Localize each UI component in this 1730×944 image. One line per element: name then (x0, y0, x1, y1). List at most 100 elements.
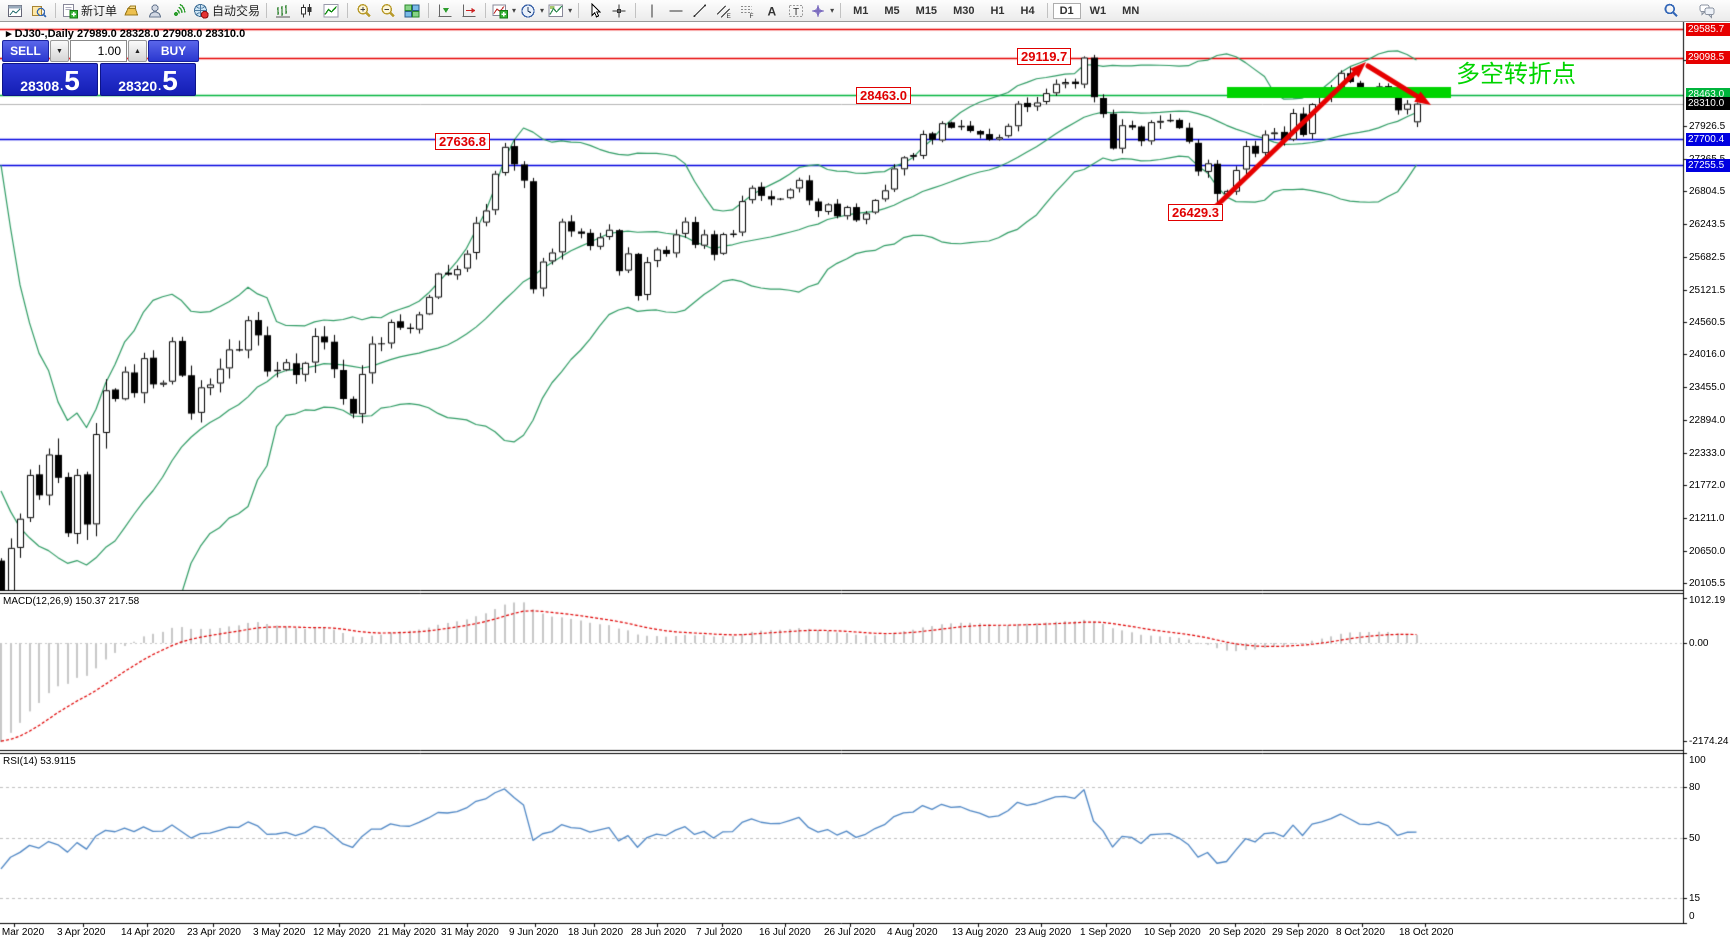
search-button[interactable] (1659, 1, 1683, 20)
symbol-marker-icon: ▸ (6, 28, 12, 40)
sell-button[interactable]: SELL (2, 40, 49, 62)
price-annotation-label[interactable]: 28463.0 (856, 87, 911, 104)
price-axis-tick: 21211.0 (1689, 513, 1725, 525)
one-click-trading-panel: SELL ▼ ▲ BUY 28308.5 28320.5 (2, 40, 199, 96)
volume-increase-button[interactable]: ▲ (128, 40, 147, 62)
tile-windows-icon (404, 3, 420, 19)
timeframe-M15[interactable]: M15 (915, 4, 938, 17)
chart-shift-icon (461, 3, 477, 19)
timeframe-M1[interactable]: M1 (853, 4, 869, 17)
buy-price-box[interactable]: 28320. 5 (100, 63, 196, 96)
chart-shift-button[interactable] (457, 1, 481, 20)
chart-window-icon (7, 3, 23, 19)
ingot-icon (123, 3, 139, 19)
timeframe-M5[interactable]: M5 (884, 4, 900, 17)
price-annotation-label[interactable]: 26429.3 (1168, 204, 1223, 221)
zoom-out-button[interactable] (376, 1, 400, 20)
date-label: 29 Sep 2020 (1272, 927, 1329, 938)
crosshair-button[interactable] (607, 1, 631, 20)
price-annotation-label[interactable]: 29119.7 (1017, 48, 1072, 65)
macd-axis-tick: -2174.24 (1689, 735, 1729, 747)
new-order-button[interactable]: 新订单 (60, 1, 119, 20)
svg-text:E: E (727, 13, 732, 19)
trendline-button[interactable] (688, 1, 712, 20)
chevron-down-icon[interactable]: ▾ (568, 6, 573, 15)
arrows-button[interactable]: ▾ (808, 1, 836, 20)
bar-chart-button[interactable] (271, 1, 295, 20)
price-axis-tick: 20105.5 (1689, 577, 1726, 589)
date-label: 14 Apr 2020 (121, 927, 175, 938)
date-label: 16 Jul 2020 (759, 927, 811, 938)
price-axis-tick: 26243.5 (1689, 219, 1726, 231)
buy-price-main: 28320 (118, 78, 158, 94)
chevron-down-icon[interactable]: ▾ (830, 6, 835, 15)
line-chart-icon (323, 3, 339, 19)
auto-scroll-button[interactable] (433, 1, 457, 20)
signals-button[interactable] (167, 1, 191, 20)
timeframe-H1[interactable]: H1 (990, 4, 1005, 17)
line-chart-button[interactable] (319, 1, 343, 20)
zoom-in-button[interactable] (352, 1, 376, 20)
date-label: 31 May 2020 (441, 927, 499, 938)
timeframe-H4[interactable]: H4 (1020, 4, 1035, 17)
accounts-button[interactable] (143, 1, 167, 20)
timeframe-D1[interactable]: D1 (1052, 2, 1081, 19)
rsi-axis-tick: 100 (1689, 755, 1706, 766)
channel-icon: E (716, 3, 732, 19)
volume-decrease-button[interactable]: ▼ (50, 40, 69, 62)
chat-icon (1699, 3, 1715, 19)
date-label: 18 Jun 2020 (568, 927, 624, 938)
volume-input[interactable] (70, 40, 127, 62)
sell-price-box[interactable]: 28308. 5 (2, 63, 98, 96)
cursor-button[interactable] (583, 1, 607, 20)
candle-chart-icon (299, 3, 315, 19)
chevron-down-icon[interactable]: ▾ (540, 6, 545, 15)
indicators-button[interactable]: ▾ (490, 1, 518, 20)
rsi-axis-tick: 15 (1689, 892, 1701, 904)
chevron-down-icon[interactable]: ▾ (512, 6, 517, 15)
price-annotation-label[interactable]: 27636.8 (435, 133, 490, 150)
market-watch-button[interactable] (27, 1, 51, 20)
date-label: 18 Oct 2020 (1399, 927, 1454, 938)
date-label: 10 Sep 2020 (1144, 927, 1201, 938)
toolbar-separator (578, 3, 580, 18)
text-label-button[interactable]: T (784, 1, 808, 20)
autotrading-button[interactable]: 自动交易 (191, 1, 262, 20)
rsi-axis-tick: 80 (1689, 782, 1701, 793)
new-chart-button[interactable] (3, 1, 27, 20)
candlestick-chart-button[interactable] (295, 1, 319, 20)
macd-indicator-label: MACD(12,26,9) 150.37 217.58 (3, 596, 140, 607)
date-label: 9 Jun 2020 (509, 927, 559, 938)
periods-button[interactable]: ▾ (518, 1, 546, 20)
price-axis-tick: 21772.0 (1689, 480, 1726, 492)
fibonacci-icon: F (740, 3, 756, 19)
svg-text:T: T (793, 7, 799, 18)
signals-icon (171, 3, 187, 19)
price-axis-badge: 27700.4 (1686, 132, 1730, 146)
deposit-button[interactable] (119, 1, 143, 20)
toolbar-separator (1046, 3, 1048, 18)
price-axis-tick: 23455.0 (1689, 382, 1726, 394)
date-label: 3 Apr 2020 (57, 927, 106, 938)
text-button[interactable]: A (760, 1, 784, 20)
buy-button[interactable]: BUY (148, 40, 199, 62)
equidistant-channel-button[interactable]: E (712, 1, 736, 20)
fibonacci-button[interactable]: F (736, 1, 760, 20)
timeframe-W1[interactable]: W1 (1089, 4, 1107, 17)
timeframe-MN[interactable]: MN (1122, 4, 1140, 17)
templates-button[interactable]: ▾ (546, 1, 574, 20)
price-axis-tick: 22333.0 (1689, 447, 1726, 459)
horizontal-line-button[interactable] (664, 1, 688, 20)
bull-bear-turning-point-annotation[interactable]: 多空转折点 (1456, 61, 1576, 88)
date-label: 8 Oct 2020 (1336, 927, 1385, 938)
date-label: 7 Jul 2020 (696, 927, 743, 938)
vline-icon (644, 3, 660, 19)
tile-windows-button[interactable] (400, 1, 424, 20)
vertical-line-button[interactable] (640, 1, 664, 20)
price-axis-badge: 29098.5 (1686, 51, 1730, 65)
chat-button[interactable] (1695, 1, 1719, 20)
timeframe-M30[interactable]: M30 (953, 4, 975, 17)
sell-price-big-digit: 5 (64, 65, 80, 96)
macd-axis-tick: 0.00 (1689, 638, 1709, 649)
